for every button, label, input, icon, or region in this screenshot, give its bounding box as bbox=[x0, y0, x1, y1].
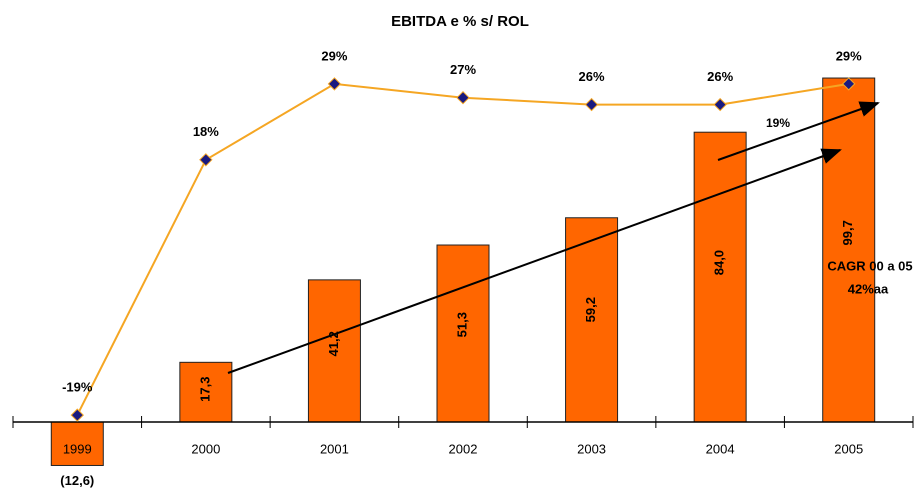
line-value-label: -19% bbox=[62, 380, 93, 395]
bar bbox=[693, 131, 747, 423]
bar-value-label: 59,2 bbox=[583, 297, 598, 322]
arrow bbox=[227, 148, 842, 374]
x-ticks bbox=[12, 416, 914, 428]
bar bbox=[179, 361, 233, 423]
arrow bbox=[717, 101, 880, 161]
bar bbox=[565, 217, 619, 423]
bar-value-label: 99,7 bbox=[840, 220, 855, 245]
line-marker bbox=[199, 153, 213, 167]
line-value-label: 27% bbox=[450, 62, 476, 77]
line-value-label: 18% bbox=[193, 124, 219, 139]
bar-value-label: (12,6) bbox=[60, 473, 94, 488]
line-value-label: 29% bbox=[321, 48, 347, 63]
x-tick-label: 2000 bbox=[191, 441, 220, 456]
x-tick-label: 2001 bbox=[320, 441, 349, 456]
bar-value-label: 51,3 bbox=[454, 312, 469, 337]
line-value-label: 26% bbox=[707, 69, 733, 84]
x-tick-label: 1999 bbox=[63, 441, 92, 456]
bar bbox=[307, 279, 361, 423]
line-marker bbox=[584, 97, 599, 112]
bar bbox=[822, 77, 876, 423]
x-tick-label: 2002 bbox=[449, 441, 478, 456]
bar bbox=[436, 244, 490, 423]
x-tick-label: 2005 bbox=[834, 441, 863, 456]
line-marker bbox=[842, 77, 856, 91]
bar-value-label: 41,2 bbox=[326, 331, 341, 356]
annotation: 42%aa bbox=[848, 281, 889, 296]
annotation: CAGR 00 a 05 bbox=[827, 258, 912, 273]
chart-title: EBITDA e % s/ ROL bbox=[391, 13, 529, 30]
annotation: 19% bbox=[766, 116, 790, 130]
bar-value-label: 17,3 bbox=[197, 377, 212, 402]
line-value-label: 29% bbox=[836, 48, 862, 63]
line-value-label: 26% bbox=[579, 69, 605, 84]
x-tick-label: 2004 bbox=[706, 441, 735, 456]
line-marker bbox=[70, 408, 84, 422]
bar bbox=[50, 421, 104, 466]
bar-value-label: 84,0 bbox=[712, 250, 727, 275]
line-marker bbox=[456, 90, 470, 105]
line-marker bbox=[327, 77, 342, 91]
x-tick-label: 2003 bbox=[577, 441, 606, 456]
line-marker bbox=[713, 97, 727, 112]
